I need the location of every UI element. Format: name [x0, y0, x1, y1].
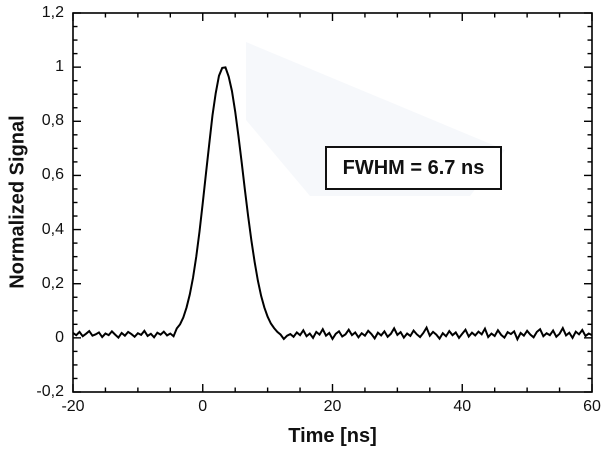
- y-axis-title: Normalized Signal: [7, 115, 30, 288]
- y-tick-label: 0,6: [41, 166, 64, 184]
- y-tick-label: 1,2: [41, 4, 64, 21]
- fwhm-annotation-box: FWHM = 6.7 ns: [325, 146, 502, 190]
- x-axis-title: Time [ns]: [288, 425, 377, 447]
- x-tick-label: 40: [453, 398, 472, 415]
- y-tick-label: 0: [55, 328, 64, 346]
- x-tick-label: 20: [323, 398, 342, 415]
- x-tick-label: 60: [583, 398, 601, 415]
- y-tick-label: 0,2: [41, 274, 64, 292]
- x-tick-label: 0: [198, 398, 208, 415]
- y-tick-label: -0,2: [36, 383, 64, 400]
- y-tick-label: 0,8: [41, 112, 64, 130]
- y-axis-title-text: Normalized Signal: [6, 115, 29, 289]
- signal-trace: [72, 66, 593, 342]
- y-tick-label: 1: [55, 58, 64, 76]
- fwhm-annotation-text: FWHM = 6.7 ns: [342, 156, 485, 179]
- x-tick-label: -20: [61, 398, 85, 415]
- y-tick-label: 0,4: [41, 220, 64, 238]
